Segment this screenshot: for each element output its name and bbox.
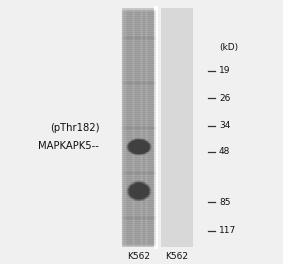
- Text: (pThr182): (pThr182): [50, 123, 99, 133]
- Text: 117: 117: [219, 227, 236, 235]
- Text: MAPKAPK5--: MAPKAPK5--: [38, 141, 99, 151]
- Text: 48: 48: [219, 147, 230, 156]
- Text: 26: 26: [219, 94, 230, 103]
- Text: K562: K562: [165, 252, 188, 261]
- Bar: [160, 8, 193, 247]
- Text: K562: K562: [127, 252, 150, 261]
- Text: 85: 85: [219, 198, 230, 207]
- Text: (kD): (kD): [219, 43, 238, 52]
- Bar: [123, 8, 155, 247]
- Text: 19: 19: [219, 67, 230, 76]
- Text: 34: 34: [219, 121, 230, 130]
